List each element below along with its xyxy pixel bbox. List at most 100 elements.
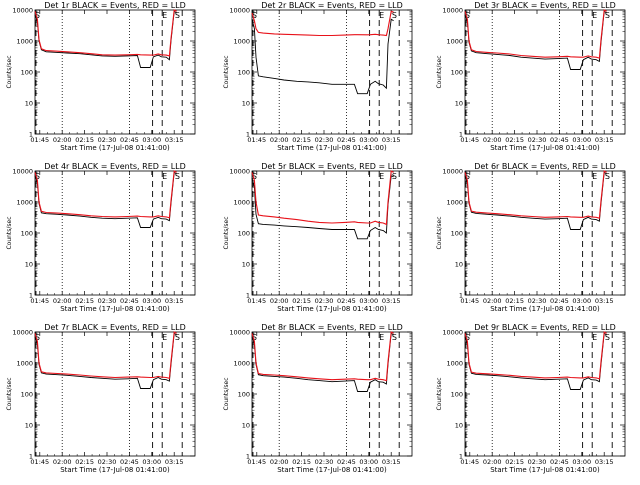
series-line-events xyxy=(34,10,177,68)
y-tick-label: 100 xyxy=(451,229,463,237)
y-tick-label: 1 xyxy=(246,130,250,138)
x-tick-label: 02:15 xyxy=(75,297,94,305)
y-tick-label: 1 xyxy=(29,452,33,460)
y-tick-label: 1000 xyxy=(446,359,463,367)
chart-panel-8: Det 8r BLACK = Events, RED = LLD 1 10 100 10… xyxy=(223,323,413,474)
x-tick-label: 01:45 xyxy=(30,297,49,305)
annotation-s: S xyxy=(392,333,397,342)
x-tick-label: 03:00 xyxy=(359,297,378,305)
x-tick-label: 02:30 xyxy=(315,297,334,305)
x-axis-label: Start Time (17-Jul-08 01:41:00) xyxy=(60,144,170,152)
series-line-lld xyxy=(464,331,607,380)
annotation-e: E xyxy=(592,11,597,20)
y-tick-label: 10 xyxy=(242,421,250,429)
chart-title: Det 4r BLACK = Events, RED = LLD xyxy=(44,162,186,171)
y-tick-label: 100 xyxy=(21,229,33,237)
x-axis-label: Start Time (17-Jul-08 01:41:00) xyxy=(490,305,600,313)
y-tick-label: 100 xyxy=(238,229,250,237)
x-tick-label: 02:45 xyxy=(337,136,356,144)
annotation-e: E xyxy=(592,172,597,181)
annotation-s: S xyxy=(35,333,40,342)
y-tick-label: 10 xyxy=(25,260,33,268)
y-tick-label: 1000 xyxy=(446,37,463,45)
chart-panel-3: Det 3r BLACK = Events, RED = LLD 1 10 100 10… xyxy=(436,1,626,152)
annotation-e: E xyxy=(162,172,167,181)
series-line-events xyxy=(251,175,394,240)
chart-title: Det 5r BLACK = Events, RED = LLD xyxy=(261,162,403,171)
x-axis-label: Start Time (17-Jul-08 01:41:00) xyxy=(60,466,170,474)
x-tick-label: 02:45 xyxy=(120,136,139,144)
x-tick-label: 02:45 xyxy=(550,458,569,466)
series-line-lld xyxy=(251,10,394,37)
chart-panel-7: Det 7r BLACK = Events, RED = LLD 1 10 100 10… xyxy=(6,323,196,474)
x-tick-label: 02:15 xyxy=(505,458,524,466)
x-tick-label: 03:00 xyxy=(572,458,591,466)
x-tick-label: 02:00 xyxy=(53,458,72,466)
x-tick-label: 01:45 xyxy=(247,297,266,305)
x-tick-label: 02:30 xyxy=(528,136,547,144)
annotation-s: S xyxy=(35,172,40,181)
annotation-s: S xyxy=(465,11,470,20)
series-line-lld xyxy=(464,170,607,219)
x-tick-label: 02:45 xyxy=(550,136,569,144)
x-tick-label: 02:15 xyxy=(292,458,311,466)
y-tick-label: 10000 xyxy=(229,6,250,14)
y-tick-label: 10000 xyxy=(442,328,463,336)
annotation-s: S xyxy=(252,172,257,181)
y-tick-label: 1 xyxy=(246,291,250,299)
y-tick-label: 1 xyxy=(29,130,33,138)
y-tick-label: 1 xyxy=(459,452,463,460)
x-tick-label: 02:30 xyxy=(98,136,117,144)
annotation-s: S xyxy=(252,11,257,20)
x-axis-label: Start Time (17-Jul-08 01:41:00) xyxy=(60,305,170,313)
y-axis-label: Counts/sec xyxy=(6,377,13,410)
annotation-s: S xyxy=(392,11,397,20)
plot-frame xyxy=(251,331,413,457)
y-tick-label: 1000 xyxy=(233,359,250,367)
chart-title: Det 6r BLACK = Events, RED = LLD xyxy=(474,162,616,171)
y-axis-label: Counts/sec xyxy=(223,377,230,410)
y-tick-label: 1000 xyxy=(233,37,250,45)
series-line-lld xyxy=(464,9,607,59)
x-tick-label: 01:45 xyxy=(30,136,49,144)
y-tick-label: 100 xyxy=(21,390,33,398)
y-tick-label: 10 xyxy=(455,99,463,107)
y-tick-label: 10000 xyxy=(12,6,33,14)
x-tick-label: 02:00 xyxy=(270,297,289,305)
x-tick-label: 02:00 xyxy=(270,458,289,466)
x-tick-label: 03:00 xyxy=(142,297,161,305)
plot-frame xyxy=(34,170,196,296)
x-tick-label: 03:15 xyxy=(595,458,614,466)
x-tick-label: 02:00 xyxy=(270,136,289,144)
annotation-e: E xyxy=(592,333,597,342)
x-tick-label: 03:15 xyxy=(165,136,184,144)
chart-title: Det 2r BLACK = Events, RED = LLD xyxy=(261,1,403,10)
x-tick-label: 01:45 xyxy=(30,458,49,466)
x-axis-label: Start Time (17-Jul-08 01:41:00) xyxy=(277,144,387,152)
y-axis-label: Counts/sec xyxy=(223,216,230,249)
series-line-events xyxy=(464,171,607,230)
annotation-e: E xyxy=(379,333,384,342)
x-tick-label: 01:45 xyxy=(460,136,479,144)
x-tick-label: 02:15 xyxy=(292,136,311,144)
annotation-s: S xyxy=(465,172,470,181)
y-axis-label: Counts/sec xyxy=(436,377,443,410)
x-tick-label: 03:15 xyxy=(382,458,401,466)
series-line-events xyxy=(464,332,607,390)
plot-frame xyxy=(464,9,626,135)
y-tick-label: 10000 xyxy=(442,167,463,175)
x-tick-label: 03:15 xyxy=(595,136,614,144)
chart-panel-6: Det 6r BLACK = Events, RED = LLD 1 10 100 10… xyxy=(436,162,626,313)
series-line-lld xyxy=(251,170,394,226)
chart-title: Det 3r BLACK = Events, RED = LLD xyxy=(474,1,616,10)
y-tick-label: 1 xyxy=(246,452,250,460)
y-axis-label: Counts/sec xyxy=(223,55,230,88)
y-tick-label: 10 xyxy=(25,421,33,429)
x-tick-label: 02:30 xyxy=(98,297,117,305)
y-axis-label: Counts/sec xyxy=(6,216,13,249)
y-tick-label: 10000 xyxy=(442,6,463,14)
x-tick-label: 02:15 xyxy=(505,136,524,144)
annotation-s: S xyxy=(175,333,180,342)
